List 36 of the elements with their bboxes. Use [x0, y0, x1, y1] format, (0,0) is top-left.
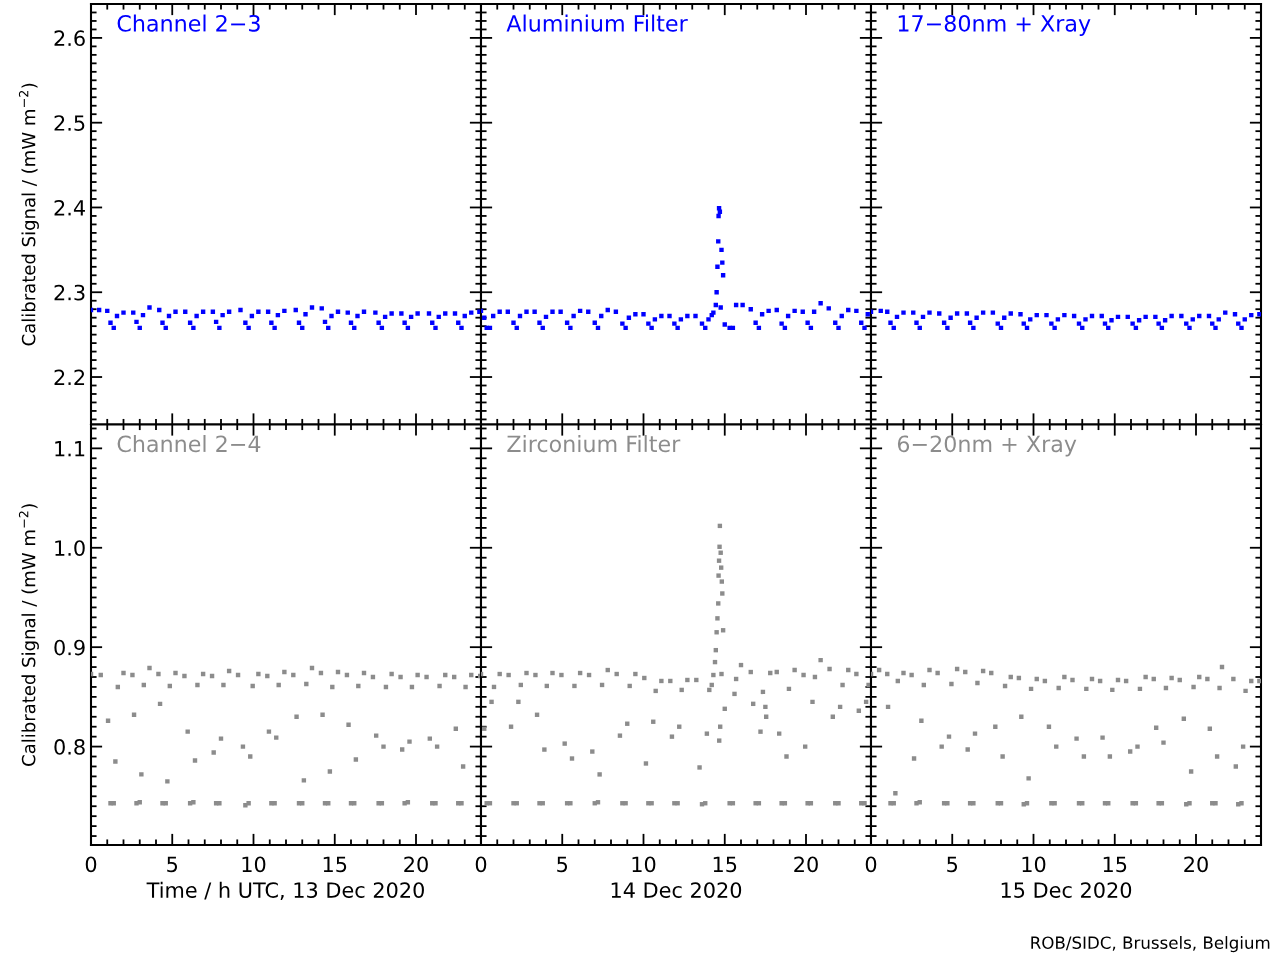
x-tick-label: 20	[404, 856, 428, 873]
x-tick-label: 10	[1022, 856, 1046, 873]
y-tick-label: 2.5	[54, 115, 85, 131]
chart-title: 17−80nm + Xray	[898, 14, 1091, 37]
x-tick-label: 5	[947, 856, 958, 873]
x-axis-title: 14 Dec 2020	[611, 882, 742, 898]
x-tick-label: 15	[713, 856, 737, 873]
chart-title: Channel 2−3	[117, 14, 260, 32]
x-tick-label: 5	[167, 856, 178, 873]
x-tick-label: 20	[794, 856, 818, 873]
x-tick-label: 15	[1103, 856, 1127, 873]
x-tick-label: 10	[632, 856, 656, 873]
y-tick-label: 2.4	[54, 199, 85, 216]
x-tick-label: 15	[323, 856, 347, 873]
chart-title: Aluminium Filter	[506, 14, 688, 32]
y-tick-label: 2.2	[54, 369, 85, 385]
x-axis-title: 15 Dec 2020	[1001, 882, 1132, 898]
x-axis-title: Time / h UTC, 13 Dec 2020	[146, 881, 424, 901]
y-axis-title: Calibrated Signal / (mW m$^{−2}$)	[18, 504, 39, 766]
y-tick-label: 1.0	[55, 540, 85, 556]
chart-title: Channel 2−4	[117, 435, 261, 453]
x-tick-label: 0	[865, 856, 877, 873]
y-tick-label: 0.8	[54, 739, 85, 755]
y-tick-label: 1.1	[55, 441, 85, 457]
chart-title: Zirconium Filter	[507, 435, 681, 453]
chart-title: 6−20nm + Xray	[897, 435, 1077, 457]
x-tick-label: 5	[557, 856, 568, 873]
x-tick-label: 0	[85, 856, 97, 873]
x-tick-label: 20	[1184, 856, 1208, 873]
text: ROB/SIDC, Brussels, Belgium	[1031, 936, 1270, 953]
y-tick-label: 2.6	[54, 30, 85, 47]
y-axis-title: Calibrated Signal / (mW m$^{−2}$)	[18, 83, 39, 346]
y-tick-label: 0.9	[54, 639, 85, 656]
x-tick-label: 0	[475, 856, 487, 873]
x-tick-label: 10	[242, 856, 266, 873]
y-tick-label: 2.3	[54, 284, 85, 301]
